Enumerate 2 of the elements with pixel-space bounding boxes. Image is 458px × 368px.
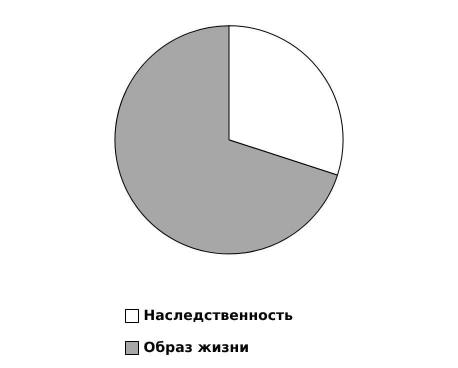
legend-label: Образ жизни <box>144 340 250 356</box>
legend-label: Наследственность <box>144 308 294 324</box>
